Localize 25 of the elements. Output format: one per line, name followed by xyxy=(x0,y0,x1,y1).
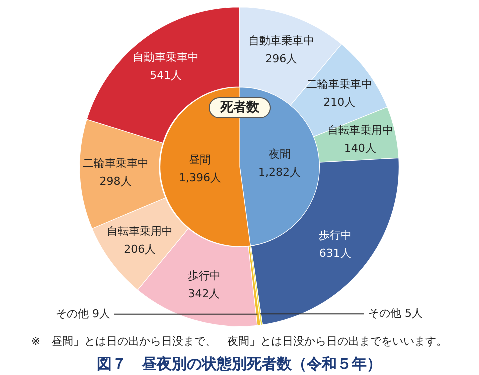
slice-label: 二輪車乗車中 xyxy=(82,156,149,170)
data-label: 541人 xyxy=(150,69,182,82)
slice-label: 自動車乗車中 xyxy=(133,51,200,64)
slice-label: 歩行中 xyxy=(318,229,352,242)
slice-label: その他 5人 xyxy=(368,306,423,320)
slice-label: その他 9人 xyxy=(56,307,110,320)
data-label: 206人 xyxy=(124,242,156,256)
slice-label: 昼間 xyxy=(189,154,212,167)
slice-label: 二輪車乗車中 xyxy=(306,78,373,91)
text: ※「昼間」とは日の出から日没まで、「夜間」とは日没から日の出までをいいます。 xyxy=(30,334,449,349)
slice-label: 夜間 xyxy=(268,148,291,162)
text: 死者数 xyxy=(220,100,260,116)
slice-label: 自転車乗用中 xyxy=(107,224,174,238)
slice-label: 歩行中 xyxy=(188,270,221,283)
data-label: 1,282人 xyxy=(258,166,302,180)
data-label: 296人 xyxy=(266,52,298,66)
slice-label: 自転車乗用中 xyxy=(327,124,394,137)
data-label: 140人 xyxy=(344,142,376,155)
data-label: 298人 xyxy=(100,174,132,188)
data-label: 210人 xyxy=(324,96,356,109)
slice-label: 自動車乗車中 xyxy=(248,34,315,48)
data-label: 342人 xyxy=(188,288,220,301)
text: 図７ 昼夜別の状態別死者数（令和５年） xyxy=(96,355,383,374)
data-label: 631人 xyxy=(319,247,352,260)
data-label: 1,396人 xyxy=(178,172,222,185)
